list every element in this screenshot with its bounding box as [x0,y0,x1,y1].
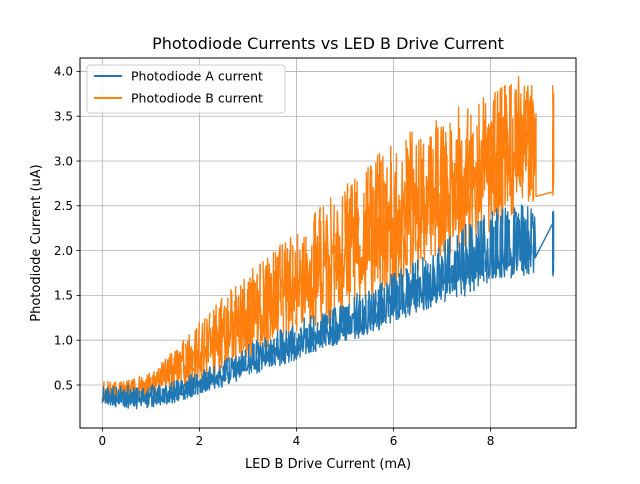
legend-label-photodiode-b: Photodiode B current [131,91,263,106]
y-tick-label: 2.0 [54,244,73,258]
y-tick-label: 4.0 [54,65,73,79]
y-tick-label: 1.5 [54,289,73,303]
y-tick-label: 1.0 [54,334,73,348]
chart-title: Photodiode Currents vs LED B Drive Curre… [152,34,504,53]
x-tick-label: 4 [293,434,301,448]
legend-label-photodiode-a: Photodiode A current [131,69,263,84]
y-tick-label: 2.5 [54,199,73,213]
y-axis-label: Photodiode Current (uA) [29,164,44,322]
x-tick-label: 0 [99,434,107,448]
y-tick-label: 3.0 [54,154,73,168]
y-tick-label: 3.5 [54,110,73,124]
x-tick-label: 6 [390,434,398,448]
x-axis-label: LED B Drive Current (mA) [245,457,411,472]
y-tick-label: 0.5 [54,378,73,392]
legend: Photodiode A current Photodiode B curren… [87,65,285,113]
x-tick-label: 2 [196,434,204,448]
x-tick-label: 8 [487,434,495,448]
